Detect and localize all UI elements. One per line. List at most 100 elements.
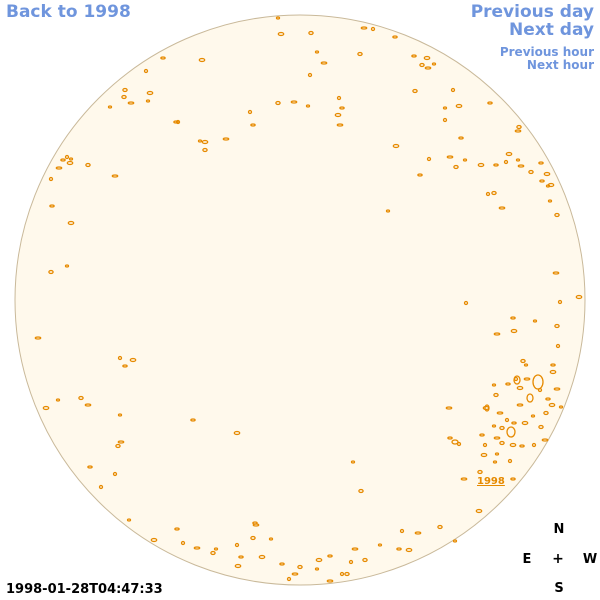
- compass-north-label: N: [553, 522, 565, 537]
- contour-speck: [107, 105, 113, 109]
- contour-speck: [545, 184, 551, 188]
- contour-speck: [539, 179, 545, 183]
- contour-speck: [67, 220, 75, 226]
- contour-speck: [437, 524, 443, 530]
- contour-speck: [320, 61, 328, 65]
- contour-speck: [521, 420, 529, 426]
- contour-speck: [315, 557, 323, 563]
- contour-speck: [360, 26, 368, 30]
- contour-speck: [455, 103, 463, 109]
- contour-speck: [339, 106, 345, 110]
- contour-speck: [49, 204, 55, 208]
- contour-speck: [143, 68, 149, 74]
- contour-speck: [201, 139, 209, 145]
- next-day-link[interactable]: Next day: [509, 20, 594, 40]
- contour-speck: [523, 363, 529, 367]
- contour-speck: [419, 62, 425, 68]
- contour-speck: [362, 557, 368, 563]
- contour-speck: [64, 264, 70, 268]
- contour-speck: [55, 398, 61, 402]
- contour-speck: [447, 436, 453, 440]
- contour-speck: [127, 101, 135, 105]
- contour-speck: [503, 159, 509, 165]
- contour-speck: [396, 547, 402, 551]
- contour-speck: [174, 527, 180, 531]
- contour-speck: [275, 100, 281, 106]
- contour-speck: [446, 155, 454, 159]
- contour-speck: [554, 212, 560, 218]
- contour-speck: [412, 88, 418, 94]
- contour-speck: [493, 436, 501, 440]
- contour-speck: [414, 531, 422, 535]
- contour-speck: [557, 299, 563, 305]
- contour-speck: [547, 199, 553, 203]
- contour-speck: [511, 421, 517, 425]
- contour-speck: [543, 410, 549, 416]
- contour-speck: [146, 90, 154, 96]
- contour-speck: [87, 465, 93, 469]
- contour-speck: [348, 559, 354, 565]
- contour-speck: [175, 119, 181, 125]
- contour-speck: [275, 16, 281, 20]
- contour-speck: [462, 158, 468, 162]
- contour-speck: [190, 418, 196, 422]
- compass-west-label: W: [582, 552, 598, 567]
- contour-speck: [314, 50, 320, 54]
- contour-speck: [111, 174, 119, 178]
- contour-speck: [350, 460, 356, 464]
- contour-speck: [424, 66, 432, 70]
- contour-speck: [458, 136, 464, 140]
- contour-speck: [485, 191, 491, 197]
- contour-speck: [493, 392, 499, 398]
- contour-speck: [150, 537, 158, 543]
- observation-timestamp: 1998-01-28T04:47:33: [6, 582, 163, 597]
- contour-speck: [460, 477, 468, 481]
- contour-speck: [453, 164, 459, 170]
- contour-speck: [247, 109, 253, 115]
- contour-speck: [173, 120, 179, 124]
- contour-speck: [290, 100, 298, 104]
- contour-speck: [482, 442, 488, 448]
- contour-speck: [326, 579, 334, 583]
- active-region-link[interactable]: 1998: [477, 476, 505, 487]
- contour-speck: [493, 163, 499, 167]
- contour-speck: [452, 539, 458, 543]
- contour-speck: [555, 343, 561, 349]
- contour-speck: [344, 571, 350, 577]
- contour-speck: [112, 471, 118, 477]
- contour-speck: [129, 357, 137, 363]
- contour-speck: [423, 55, 431, 61]
- contour-speck: [180, 540, 186, 546]
- contour-speck: [411, 54, 417, 58]
- contour-speck: [34, 336, 42, 340]
- contour-speck: [399, 528, 405, 534]
- contour-speck: [213, 547, 219, 551]
- previous-day-link[interactable]: Previous day: [470, 2, 594, 22]
- contour-speck: [487, 101, 493, 105]
- contour-speck: [233, 430, 241, 436]
- contour-speck: [491, 424, 497, 428]
- contour-speck: [550, 363, 556, 367]
- previous-hour-link[interactable]: Previous hour: [499, 45, 594, 59]
- contour-speck: [450, 87, 456, 93]
- contour-speck: [84, 403, 92, 407]
- next-hour-link[interactable]: Next hour: [526, 58, 594, 72]
- contour-speck: [307, 72, 313, 78]
- back-to-year-link[interactable]: Back to 1998: [6, 2, 131, 22]
- contour-speck: [210, 550, 216, 556]
- contour-speck: [268, 537, 274, 541]
- contour-speck: [538, 161, 544, 165]
- contour-speck: [305, 104, 311, 108]
- contour-speck: [377, 543, 383, 547]
- contour-loop: [513, 375, 521, 385]
- contour-loop: [506, 426, 516, 438]
- contour-loop: [484, 404, 490, 412]
- contour-speck: [477, 162, 485, 168]
- contour-speck: [431, 62, 437, 66]
- contour-speck: [358, 488, 364, 494]
- contour-speck: [122, 87, 128, 93]
- contour-speck: [541, 438, 549, 442]
- contour-loop: [526, 393, 534, 403]
